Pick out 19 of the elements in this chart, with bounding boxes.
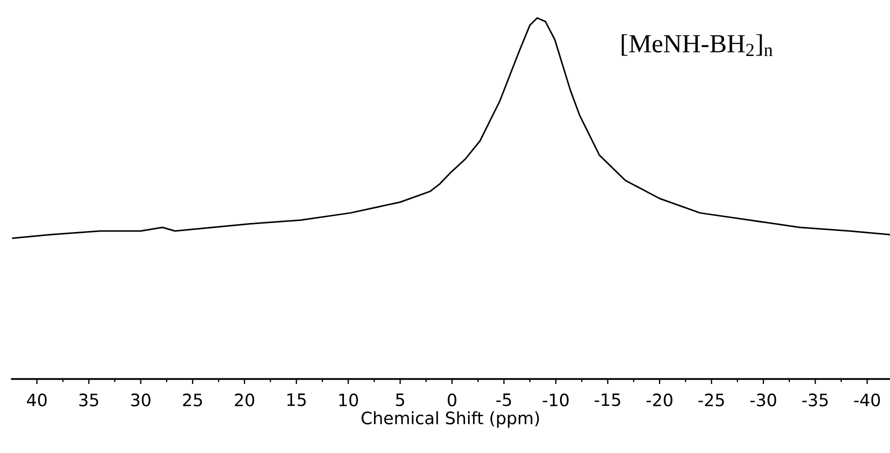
x-tick-label: -10 [542,394,569,406]
x-tick-label: -5 [496,394,511,406]
annotation: [MeNH-BH$_{2}$]$_{n}$ [622,34,773,56]
x-tick-label: 15 [287,394,306,406]
x-tick-label: 0 [448,394,456,406]
x-tick-label: -20 [646,394,672,406]
x-tick-label: -35 [802,394,828,406]
x-tick-label: -25 [698,394,724,406]
x-tick-label: -40 [854,394,880,406]
x-axis-title: Chemical Shift (ppm) [362,411,539,428]
x-tick-label: 40 [26,394,47,406]
x-tick-label: 30 [131,394,150,406]
x-tick-label: 5 [396,394,404,406]
x-tick-label: 20 [234,394,254,406]
x-tick-label: 10 [339,394,358,406]
x-tick-label: 35 [79,394,98,406]
x-tick-label: -15 [594,394,620,406]
x-tick-label: 25 [183,394,202,406]
x-tick-label: -30 [750,394,776,406]
